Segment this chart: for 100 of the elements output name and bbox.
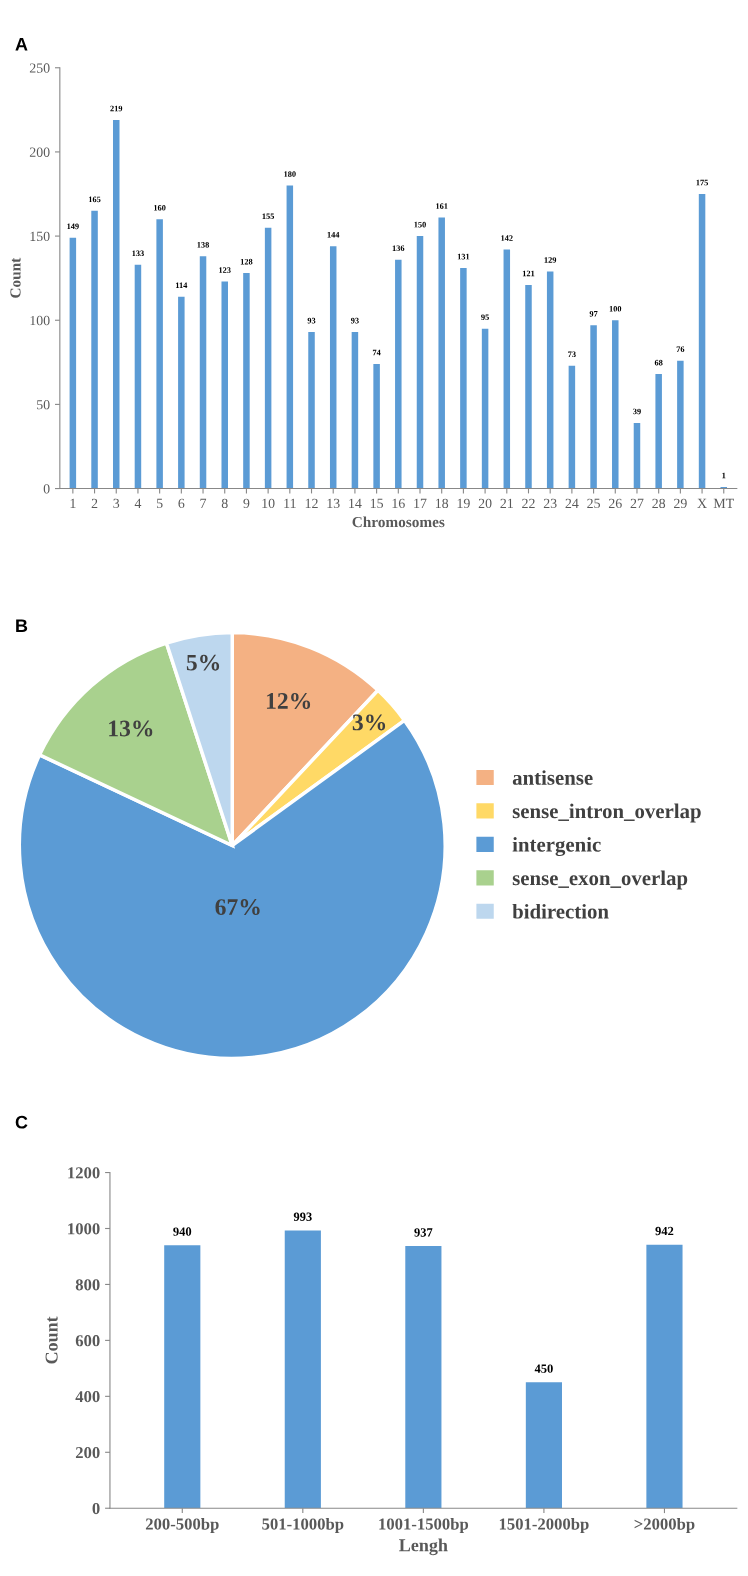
data-label: 160 xyxy=(154,204,166,211)
x-tick-label: 11 xyxy=(284,498,296,508)
data-label: 161 xyxy=(436,203,448,209)
x-tick-label: 28 xyxy=(652,498,666,509)
data-label: 93 xyxy=(307,317,316,324)
data-label: 100 xyxy=(609,305,622,312)
data-label: 131 xyxy=(457,253,470,260)
data-label: 39 xyxy=(633,408,641,415)
data-label: 149 xyxy=(67,223,79,230)
legend-label: sense_intron_overlap xyxy=(512,803,701,823)
data-label: 450 xyxy=(534,1364,553,1373)
data-label: 123 xyxy=(219,267,231,273)
data-label: 993 xyxy=(293,1212,312,1221)
y-tick-label: 200 xyxy=(29,147,50,157)
data-label: 12% xyxy=(266,692,311,709)
x-tick-label: 1001-1500bp xyxy=(379,1517,469,1534)
x-tick-label: 23 xyxy=(543,498,557,509)
data-label: 144 xyxy=(327,231,340,238)
data-label: 150 xyxy=(414,221,426,228)
y-tick-label: 150 xyxy=(30,231,50,242)
data-label: 133 xyxy=(132,250,144,257)
data-label: 3% xyxy=(352,714,386,731)
data-label: 74 xyxy=(372,349,381,356)
x-tick-label: 7 xyxy=(200,498,207,508)
x-tick-label: 15 xyxy=(370,498,384,509)
data-label: 940 xyxy=(173,1227,192,1236)
x-tick-label: 12 xyxy=(305,498,318,508)
data-label: 165 xyxy=(88,196,101,203)
data-label: 97 xyxy=(589,311,598,317)
y-tick-label: 200 xyxy=(75,1446,100,1459)
text: A xyxy=(15,38,28,51)
x-tick-label: 18 xyxy=(435,498,449,509)
data-label: 155 xyxy=(262,213,275,220)
y-tick-label: 0 xyxy=(43,484,50,494)
data-label: 76 xyxy=(676,346,685,352)
x-tick-label: 27 xyxy=(630,498,644,508)
data-label: 138 xyxy=(197,242,210,248)
x-tick-label: 22 xyxy=(522,498,535,508)
data-label: 73 xyxy=(568,351,576,358)
data-label: 219 xyxy=(110,105,123,112)
data-label: 180 xyxy=(284,171,296,177)
data-label: 129 xyxy=(544,257,557,263)
data-label: 128 xyxy=(240,258,253,265)
y-tick-label: 600 xyxy=(75,1335,100,1347)
data-label: 136 xyxy=(392,245,405,252)
y-tick-label: 100 xyxy=(30,315,50,326)
data-label: 5% xyxy=(186,654,220,671)
y-tick-label: 1200 xyxy=(68,1167,100,1179)
x-tick-label: MT xyxy=(713,498,734,508)
y-tick-label: 1000 xyxy=(68,1223,100,1235)
x-tick-label: >2000bp xyxy=(634,1517,695,1534)
data-label: 142 xyxy=(501,235,513,241)
x-tick-label: 2 xyxy=(91,498,98,508)
x-tick-label: X xyxy=(697,498,707,508)
text: B xyxy=(16,619,28,632)
x-tick-label: 14 xyxy=(349,498,362,508)
data-label: 1 xyxy=(722,472,726,479)
x-tick-label: 501-1000bp xyxy=(262,1517,344,1534)
data-label: 114 xyxy=(175,282,188,288)
data-label: 121 xyxy=(522,270,535,277)
x-tick-label: 9 xyxy=(243,498,250,509)
data-label: 95 xyxy=(481,314,489,321)
data-label: 93 xyxy=(350,317,359,324)
x-tick-label: 4 xyxy=(134,498,142,508)
x-tick-label: 16 xyxy=(392,498,405,509)
x-axis-title: Lengh xyxy=(399,1538,448,1556)
x-tick-label: 29 xyxy=(674,498,687,509)
x-tick-label: 1501-2000bp xyxy=(499,1517,589,1534)
x-tick-label: 8 xyxy=(221,498,228,509)
y-axis-title: Count xyxy=(10,257,21,298)
x-tick-label: 200-500bp xyxy=(145,1517,219,1534)
y-tick-label: 800 xyxy=(75,1279,100,1291)
data-label: 175 xyxy=(696,179,709,186)
x-tick-label: 6 xyxy=(178,498,185,509)
y-tick-label: 400 xyxy=(75,1391,100,1403)
data-label: 68 xyxy=(654,359,663,366)
data-label: 13% xyxy=(109,720,153,737)
legend-label: bidirection xyxy=(512,903,609,919)
x-tick-label: 24 xyxy=(565,498,579,508)
x-tick-label: 13 xyxy=(327,498,340,509)
x-tick-label: 3 xyxy=(113,498,120,509)
x-tick-label: 17 xyxy=(414,498,427,508)
x-tick-label: 21 xyxy=(500,498,513,508)
x-tick-label: 5 xyxy=(156,498,163,509)
x-tick-label: 26 xyxy=(608,498,622,509)
y-axis-title: Count xyxy=(45,1316,58,1364)
data-label: 67% xyxy=(215,899,260,916)
x-tick-label: 1 xyxy=(70,498,76,508)
y-tick-label: 0 xyxy=(92,1502,100,1515)
data-label: 942 xyxy=(655,1226,674,1236)
x-tick-label: 19 xyxy=(457,498,470,509)
x-tick-label: 20 xyxy=(478,498,492,509)
text: C xyxy=(15,1115,28,1129)
legend-label: sense_exon_overlap xyxy=(512,870,688,890)
x-tick-label: 25 xyxy=(587,498,600,509)
legend-label: intergenic xyxy=(512,837,601,857)
y-tick-label: 50 xyxy=(37,399,50,410)
y-tick-label: 250 xyxy=(29,63,50,73)
data-label: 937 xyxy=(414,1228,433,1237)
x-axis-title: Chromosomes xyxy=(352,516,445,528)
